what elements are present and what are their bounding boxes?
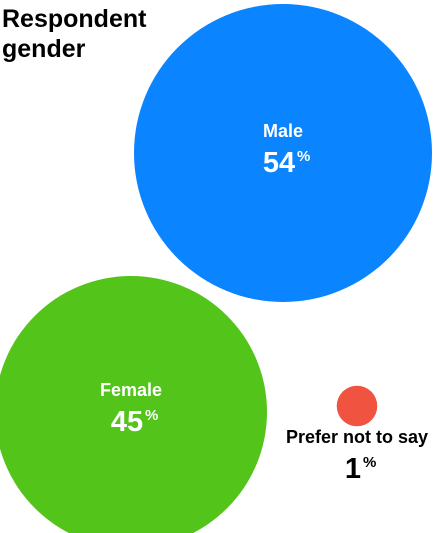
value-prefer-not-to-say: 1 <box>345 453 361 485</box>
bubble-female <box>0 276 267 533</box>
value-male: 54 <box>263 147 295 179</box>
label-male: Male <box>263 121 303 141</box>
chart-title: Respondent gender <box>2 5 147 63</box>
unit-prefer-not-to-say: % <box>363 454 376 471</box>
bubble-male <box>134 4 432 302</box>
unit-female: % <box>145 407 158 424</box>
label-prefer-not-to-say: Prefer not to say <box>286 427 428 447</box>
value-female: 45 <box>111 406 143 438</box>
bubble-prefer-not-to-say <box>336 385 378 427</box>
unit-male: % <box>297 148 310 165</box>
label-female: Female <box>100 380 162 400</box>
